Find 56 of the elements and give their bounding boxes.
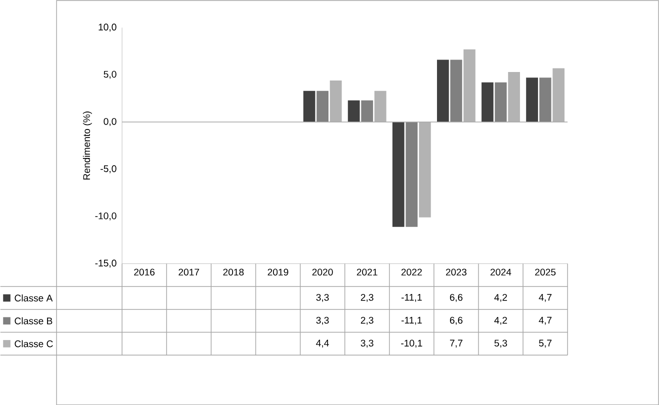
x-tick-label: 2016 [134,268,155,276]
y-tick-label: -5,0 [100,165,116,174]
x-tick-label: 2025 [535,268,556,276]
data-label: 4,2 [494,316,507,325]
x-tick-label: 2024 [490,268,512,276]
bar [539,78,552,122]
data-label: 3,3 [316,294,329,302]
bar [526,78,538,122]
data-label: -11,1 [401,294,422,302]
bar [330,80,342,122]
x-tick-label: 2018 [223,268,244,276]
bar [494,82,507,122]
y-tick-label: -15,0 [95,260,116,268]
bar [418,122,431,218]
bar [316,90,328,122]
y-tick-label: -10,0 [95,212,116,220]
x-tick-label: 2020 [312,268,333,276]
bar [482,82,494,122]
data-label: 2,3 [360,316,374,325]
bar [348,100,360,122]
y-tick-label: 5,0 [104,70,116,79]
data-label: 6,6 [450,316,462,325]
bar [552,68,565,122]
data-label: 5,3 [494,340,508,348]
data-label: 3,3 [360,340,374,348]
x-tick-label: 2022 [401,268,422,276]
x-tick-label: 2023 [446,268,466,276]
data-label: -11,1 [401,316,422,325]
data-label: 6,6 [450,294,462,302]
bar [392,122,404,227]
bar [436,60,449,122]
legend-label: Classe C [14,340,53,348]
bar [450,60,462,122]
bar [374,90,386,122]
data-label: 4,7 [538,294,552,302]
data-label: 4,4 [316,340,329,348]
legend-label: Classe B [14,317,52,324]
data-label: 4,7 [538,316,552,325]
bar [464,49,476,122]
legend-label: Classe A [14,294,53,302]
data-label: -10,1 [401,340,422,348]
bar [508,72,520,122]
data-label: 3,3 [316,316,329,325]
y-axis-title: Rendimento (%) [82,111,92,180]
y-tick-label: 0,0 [104,118,116,126]
bar [406,122,418,227]
data-label: 7,7 [450,340,462,348]
data-label: 4,2 [494,294,507,302]
x-tick-label: 2021 [356,268,378,276]
y-tick-label: 10,0 [98,24,116,32]
x-tick-label: 2017 [178,268,200,276]
bar [361,100,374,122]
x-tick-label: 2019 [268,268,288,276]
data-label: 2,3 [360,294,374,302]
data-label: 5,7 [539,340,552,348]
bar [303,90,316,122]
